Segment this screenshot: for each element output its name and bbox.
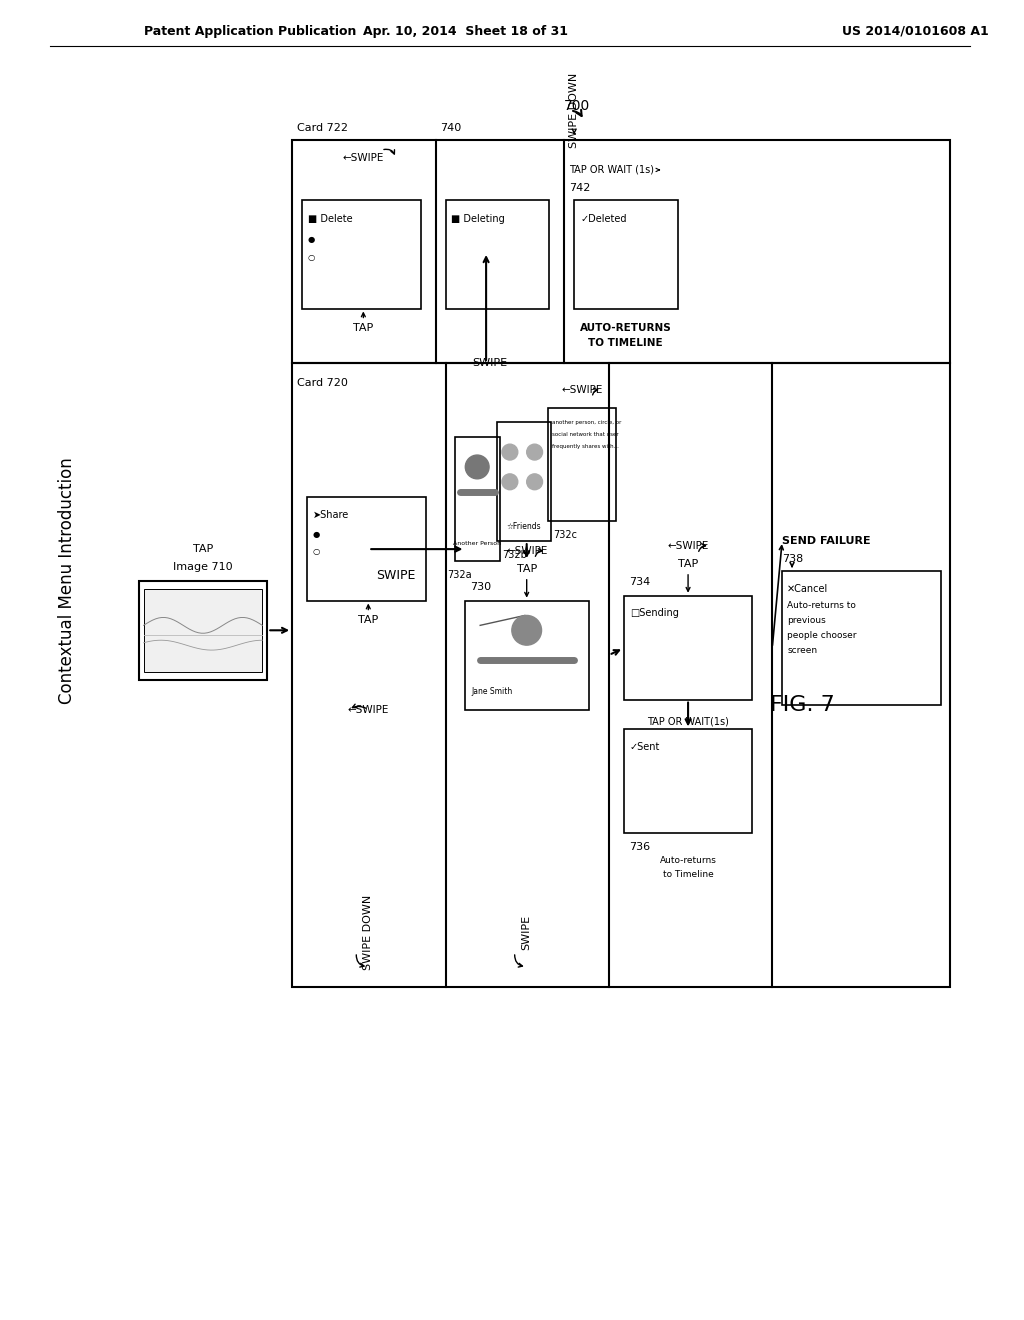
Bar: [624, 595, 753, 700]
Circle shape: [526, 474, 543, 490]
Circle shape: [502, 474, 518, 490]
Text: ■ Deleting: ■ Deleting: [452, 214, 505, 224]
Circle shape: [465, 455, 489, 479]
Text: SWIPE DOWN: SWIPE DOWN: [569, 73, 580, 148]
Text: ●: ●: [313, 529, 321, 539]
Text: 734: 734: [629, 577, 650, 587]
Text: SWIPE: SWIPE: [521, 915, 531, 950]
Text: 732a: 732a: [447, 570, 472, 579]
Text: ←SWIPE: ←SWIPE: [347, 705, 389, 714]
Text: Card 720: Card 720: [297, 378, 348, 388]
Circle shape: [526, 444, 543, 459]
Bar: [302, 199, 421, 309]
Circle shape: [512, 615, 542, 645]
Text: 732b: 732b: [502, 550, 526, 560]
Bar: [138, 581, 267, 680]
Text: social network that user: social network that user: [552, 432, 620, 437]
Text: FIG. 7: FIG. 7: [770, 694, 835, 714]
Text: □Sending: □Sending: [630, 609, 679, 619]
Text: TAP: TAP: [678, 558, 698, 569]
Text: 738: 738: [782, 554, 804, 564]
Text: 730: 730: [470, 582, 492, 591]
Bar: [624, 730, 753, 833]
Text: screen: screen: [787, 645, 817, 655]
Text: ✓Deleted: ✓Deleted: [581, 214, 627, 224]
Text: Contextual Menu Introduction: Contextual Menu Introduction: [58, 458, 77, 704]
Text: Image 710: Image 710: [173, 562, 232, 572]
Text: SWIPE: SWIPE: [472, 358, 507, 368]
Text: ✓Sent: ✓Sent: [630, 742, 660, 752]
Text: TAP: TAP: [516, 564, 537, 574]
Text: ➤Share: ➤Share: [313, 510, 349, 520]
Text: people chooser: people chooser: [787, 631, 856, 640]
Text: 740: 740: [440, 123, 462, 133]
Text: 736: 736: [629, 842, 650, 853]
Text: SWIPE: SWIPE: [377, 569, 416, 582]
Text: ○: ○: [308, 252, 315, 261]
Text: ←SWIPE: ←SWIPE: [506, 546, 548, 556]
Text: SWIPE DOWN: SWIPE DOWN: [364, 895, 374, 970]
Text: ✕Cancel: ✕Cancel: [787, 583, 828, 594]
Text: Jane Smith: Jane Smith: [471, 688, 512, 696]
Bar: [549, 408, 615, 521]
Text: Auto-returns: Auto-returns: [659, 857, 717, 866]
Text: TAP OR WAIT (1s): TAP OR WAIT (1s): [569, 165, 654, 176]
Text: Card 722: Card 722: [297, 123, 348, 133]
Bar: [465, 601, 589, 710]
Text: TO TIMELINE: TO TIMELINE: [589, 338, 663, 348]
Bar: [497, 422, 552, 541]
Text: ○: ○: [313, 546, 321, 556]
Text: SEND FAILURE: SEND FAILURE: [782, 536, 870, 546]
Text: TAP: TAP: [193, 544, 213, 554]
Text: 742: 742: [569, 182, 591, 193]
Text: Apr. 10, 2014  Sheet 18 of 31: Apr. 10, 2014 Sheet 18 of 31: [362, 25, 568, 38]
Bar: [445, 199, 550, 309]
Text: ←SWIPE: ←SWIPE: [668, 541, 709, 552]
Bar: [292, 363, 950, 987]
Text: Patent Application Publication: Patent Application Publication: [143, 25, 356, 38]
Text: ☆Friends: ☆Friends: [507, 521, 541, 531]
Text: 732c: 732c: [553, 531, 578, 540]
Text: frequently shares with...: frequently shares with...: [552, 444, 620, 449]
Bar: [307, 496, 426, 601]
Text: to Timeline: to Timeline: [663, 870, 714, 879]
Text: another person, circle, or: another person, circle, or: [552, 420, 622, 425]
Text: Another Person: Another Person: [454, 541, 502, 545]
Circle shape: [502, 444, 518, 459]
Text: ←SWIPE: ←SWIPE: [343, 153, 384, 164]
Text: 700: 700: [564, 99, 591, 112]
Text: ■ Delete: ■ Delete: [308, 214, 352, 224]
Bar: [456, 437, 500, 561]
Text: ←SWIPE: ←SWIPE: [561, 384, 603, 395]
Text: ●: ●: [308, 235, 315, 244]
Text: TAP: TAP: [358, 615, 379, 626]
Text: TAP OR WAIT(1s): TAP OR WAIT(1s): [647, 717, 729, 726]
Text: AUTO-RETURNS: AUTO-RETURNS: [580, 323, 672, 334]
Bar: [574, 199, 678, 309]
Text: TAP: TAP: [353, 323, 374, 334]
Bar: [782, 570, 940, 705]
Bar: [292, 140, 950, 363]
Text: Auto-returns to: Auto-returns to: [787, 601, 856, 610]
Bar: [143, 589, 262, 672]
Text: previous: previous: [787, 616, 825, 624]
Text: US 2014/0101608 A1: US 2014/0101608 A1: [842, 25, 988, 38]
